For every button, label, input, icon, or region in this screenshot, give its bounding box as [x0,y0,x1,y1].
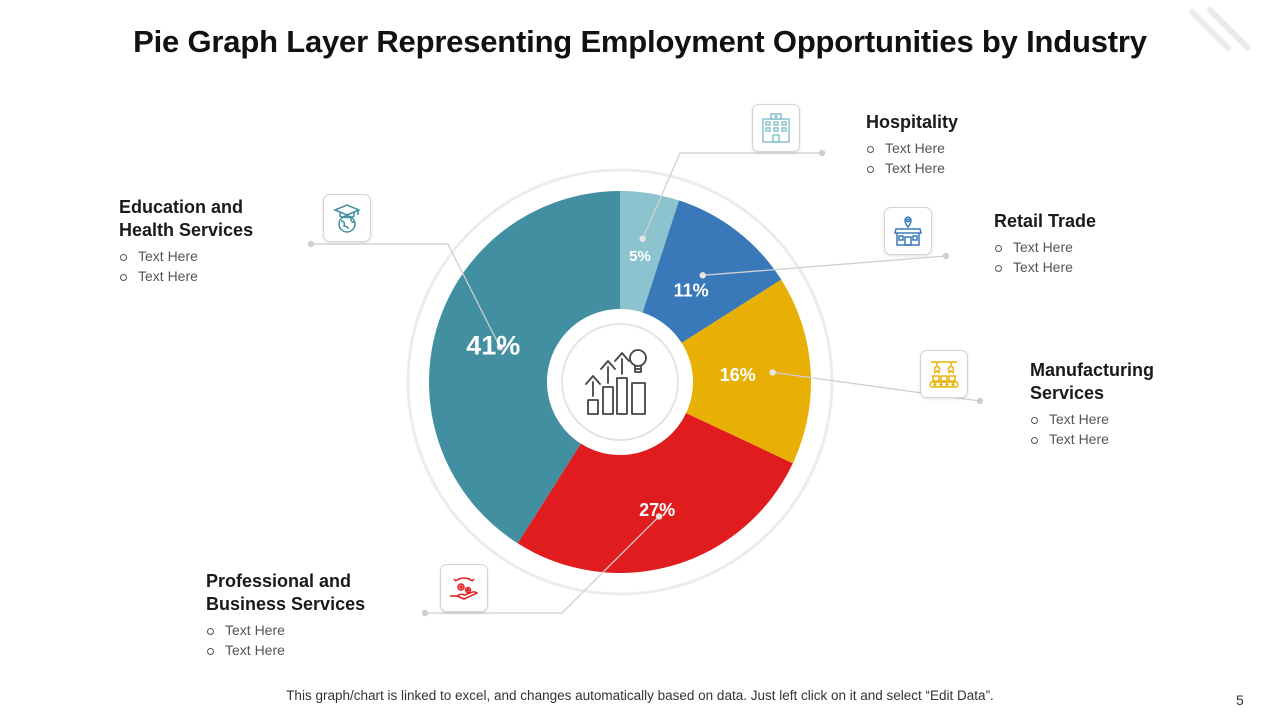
hand-gears-icon-box [440,564,488,612]
pie-label-education-and-health-services: 41% [466,331,520,361]
callout-professional: Professional and Business Services Text … [206,570,365,660]
pie-label-hospitality: 5% [629,248,651,265]
pie-slice-manufacturing-services [681,279,811,464]
connector-line-hospitality [642,152,822,240]
bullet-item: Text Here [994,237,1096,257]
pie-slice-education-and-health-services [428,191,620,544]
store-icon-box [884,207,932,255]
callout-title: Professional and Business Services [206,570,365,616]
callout-retail: Retail Trade Text Here Text Here [994,210,1096,277]
connector-line-education-and-health-services [311,243,501,348]
hotel-icon [762,113,790,143]
bullet-item: Text Here [994,257,1096,277]
conveyor-icon-box [920,350,968,398]
callout-title: Retail Trade [994,211,1097,231]
callout-title: Hospitality [866,112,959,132]
callout-bullets: Text Here Text Here [1030,409,1154,449]
connector-dot-retail-trade [699,272,706,279]
callout-manufacturing: Manufacturing Services Text Here Text He… [1030,359,1154,449]
callout-title-line: Education and [119,197,244,217]
pie-label-professional-and-business-services: 27% [639,500,675,520]
callout-title-line: Health Services [119,220,254,240]
center-circle [561,323,679,441]
bullet-item: Text Here [206,620,365,640]
page-title: Pie Graph Layer Representing Employment … [133,24,1147,59]
bullet-item: Text Here [119,266,253,286]
connector-dot-professional-and-business-services [421,609,429,617]
conveyor-icon [929,361,959,388]
connector-dot-hospitality [639,235,646,242]
callout-education: Education and Health Services Text Here … [119,196,253,286]
store-icon [894,216,922,246]
bullet-item: Text Here [206,640,365,660]
bullet-item: Text Here [1030,429,1154,449]
connector-dot-hospitality [818,149,826,157]
footer-note: This graph/chart is linked to excel, and… [286,688,994,703]
connector-dot-education-and-health-services [307,240,315,248]
growth-bulb-icon [585,349,647,415]
graduation-globe-icon-box [323,194,371,242]
callout-bullets: Text Here Text Here [994,237,1096,277]
callout-title: Education and Health Services [119,196,253,242]
connector-dot-education-and-health-services [496,343,504,351]
callout-title-line: Manufacturing [1030,360,1154,380]
pie-slice-hospitality [620,191,680,313]
pie-slices [428,191,811,573]
callout-bullets: Text Here Text Here [119,246,253,286]
bullet-item: Text Here [119,246,253,266]
callout-hospitality: Hospitality Text Here Text Here [866,111,958,178]
connector-dot-manufacturing-services [769,369,776,376]
callout-title-line: Services [1030,383,1105,403]
hand-gears-icon [450,577,479,600]
callout-bullets: Text Here Text Here [206,620,365,660]
connector-dot-professional-and-business-services [655,513,663,520]
callout-bullets: Text Here Text Here [866,138,958,178]
bullet-item: Text Here [866,158,958,178]
connector-line-professional-and-business-services [425,515,660,614]
callout-title: Manufacturing Services [1030,359,1154,405]
hotel-icon-box [752,104,800,152]
pie-slice-professional-and-business-services [517,413,793,573]
bullet-item: Text Here [866,138,958,158]
pie-label-manufacturing-services: 16% [720,365,756,385]
bullet-item: Text Here [1030,409,1154,429]
pie-label-retail-trade: 11% [674,281,709,301]
callout-title-line: Business Services [206,594,366,614]
corner-decoration-icon [1189,7,1251,51]
connector-dot-manufacturing-services [976,397,984,405]
callout-title-line: Professional and [206,571,352,591]
connector-line-retail-trade [702,255,947,276]
connector-dot-retail-trade [942,252,950,260]
graduation-globe-icon [333,204,361,233]
pie-slice-retail-trade [642,200,782,343]
page-number: 5 [1236,692,1244,708]
